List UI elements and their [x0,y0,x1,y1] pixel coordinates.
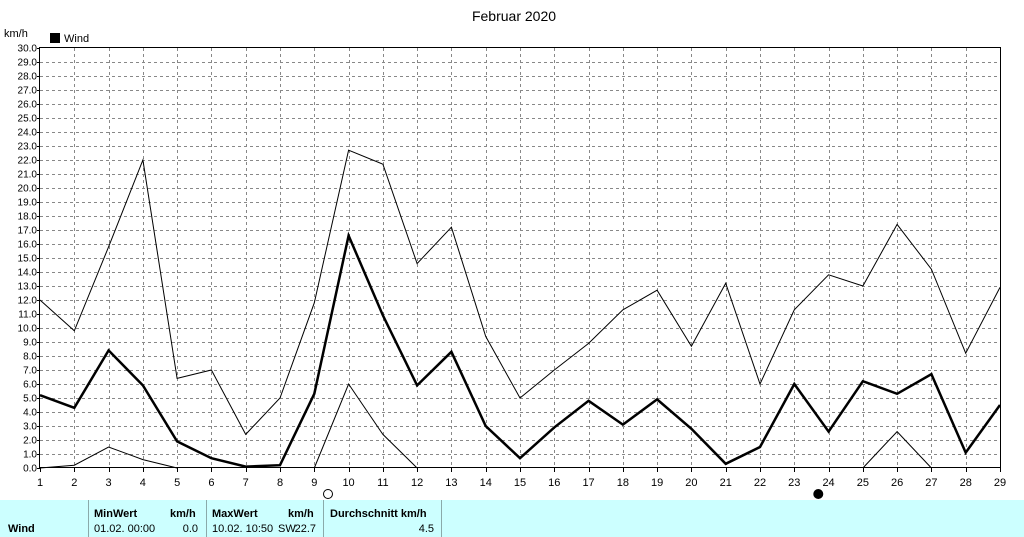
x-tick-label: 29 [994,477,1006,489]
plot-frame [39,47,1001,468]
y-tick-label: 11.0 [18,310,37,321]
y-tick-label: 3.0 [23,422,37,433]
x-tick-label: 9 [311,477,317,489]
y-tick-label: 4.0 [23,408,37,419]
y-tick-label: 16.0 [18,240,38,251]
footer-separator [323,500,324,537]
series-lines [39,149,1002,469]
chart-title: Februar 2020 [472,8,556,24]
x-tick-label: 2 [71,477,77,489]
x-tick-label: 26 [891,477,903,489]
legend: Wind [50,33,89,45]
y-tick-label: 2.0 [23,436,37,447]
x-tick-label: 28 [960,477,972,489]
y-tick-label: 24.0 [18,128,38,139]
x-tick-label: 6 [208,477,214,489]
y-tick-label: 14.0 [18,268,38,279]
y-tick-label: 20.0 [18,184,38,195]
min-time: 01.02. 00:00 [94,523,156,535]
series-line-min [313,382,418,469]
x-tick-label: 17 [582,477,594,489]
new-moon-icon [813,489,824,499]
y-tick-label: 17.0 [18,226,38,237]
x-tick-label: 12 [411,477,423,489]
y-axis-unit: km/h [4,28,28,40]
y-tick-label: 0.0 [23,464,37,475]
x-axis-ticks: 1 2 3 4 5 6 7 8 9 10 11 12 13 14 15 16 17 18 19 20 21 22 23 24 2… [37,468,1006,489]
y-tick-label: 26.0 [18,100,38,111]
x-tick-label: 23 [788,477,800,489]
y-tick-label: 21.0 [18,170,38,181]
series-line-min [39,446,178,469]
y-tick-label: 9.0 [23,338,37,349]
wind-chart: Februar 2020 km/h Wind 0.0 1.0 2.0 3.0 4.0 5.… [4,8,1006,499]
y-tick-label: 27.0 [18,86,38,97]
footer-separator [441,500,442,537]
max-value: 22.7 [294,523,316,535]
x-tick-label: 27 [925,477,937,489]
stats-footer: Wind MinWert km/h 01.02. 00:00 0.0 MaxWe… [0,500,1024,537]
y-tick-label: 15.0 [18,254,38,265]
series-line-min [862,430,932,469]
x-tick-label: 22 [754,477,766,489]
x-tick-label: 20 [685,477,697,489]
avg-value: 4.5 [418,523,434,535]
avg-header: Durchschnitt km/h [330,508,427,520]
x-tick-label: 25 [857,477,869,489]
max-direction: SW [278,523,296,535]
footer-separator [206,500,207,537]
grid [40,48,1000,468]
x-tick-label: 15 [514,477,526,489]
legend-swatch [50,33,60,43]
x-tick-label: 10 [342,477,354,489]
x-tick-label: 4 [140,477,146,489]
x-tick-label: 24 [822,477,834,489]
min-header: MinWert [94,508,138,520]
y-tick-label: 29.0 [18,58,38,69]
y-tick-label: 13.0 [18,282,38,293]
y-tick-label: 6.0 [23,380,37,391]
x-tick-label: 1 [37,477,43,489]
y-tick-label: 30.0 [18,44,38,55]
max-time: 10.02. 10:50 [212,523,274,535]
series-line-average [39,231,1002,468]
y-tick-label: 5.0 [23,394,37,405]
max-unit: km/h [288,508,314,520]
y-tick-label: 19.0 [18,198,38,209]
x-tick-label: 14 [480,477,492,489]
x-tick-label: 3 [106,477,112,489]
min-value: 0.0 [182,523,198,535]
footer-row-label: Wind [8,523,35,535]
min-unit: km/h [170,508,196,520]
x-tick-label: 8 [277,477,283,489]
x-tick-label: 16 [548,477,560,489]
x-tick-label: 21 [720,477,732,489]
y-tick-label: 7.0 [23,366,37,377]
moon-markers [323,489,824,499]
x-tick-label: 5 [174,477,180,489]
footer-separator [88,500,89,537]
y-tick-label: 1.0 [23,450,37,461]
full-moon-icon [323,489,333,499]
x-tick-label: 19 [651,477,663,489]
max-header: MaxWert [212,508,258,520]
series-line-max [39,149,1001,436]
y-tick-label: 25.0 [18,114,38,125]
y-tick-label: 18.0 [18,212,38,223]
y-tick-label: 23.0 [18,142,38,153]
x-tick-label: 18 [617,477,629,489]
legend-label: Wind [64,33,89,45]
x-tick-label: 7 [243,477,249,489]
y-tick-label: 8.0 [23,352,37,363]
y-tick-label: 28.0 [18,72,38,83]
y-tick-label: 12.0 [18,296,38,307]
y-tick-label: 22.0 [18,156,38,167]
x-tick-label: 11 [377,477,388,489]
y-axis-ticks: 0.0 1.0 2.0 3.0 4.0 5.0 6.0 7.0 8.0 9.0 10.0 11.0 12… [18,44,40,475]
y-tick-label: 10.0 [18,324,38,335]
x-tick-label: 13 [445,477,457,489]
